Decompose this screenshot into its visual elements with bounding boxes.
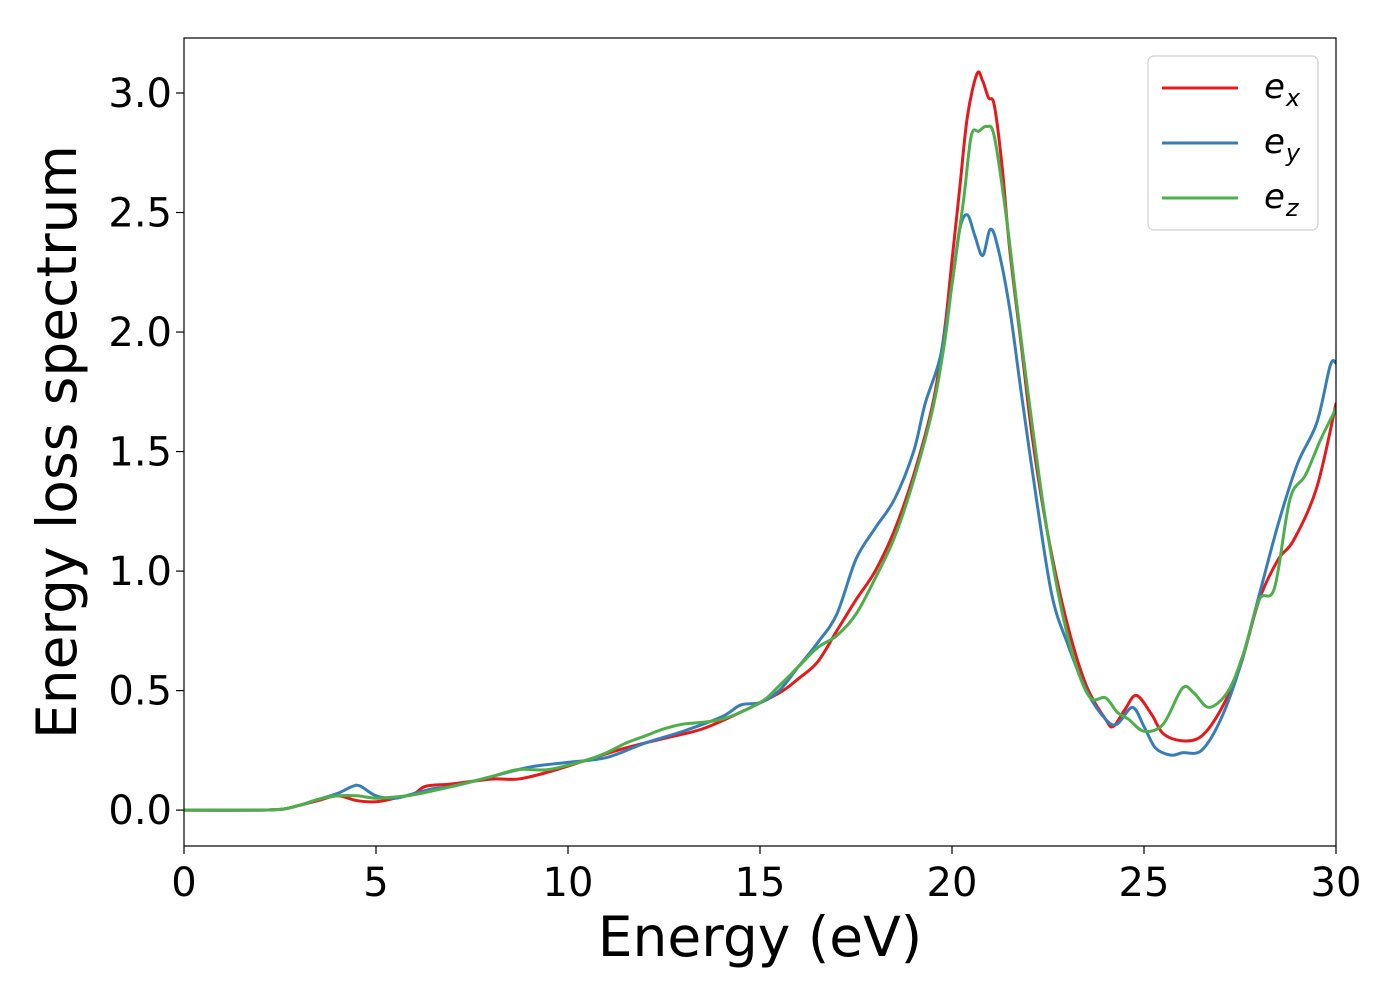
- y-tick-label: 0.5: [108, 669, 172, 715]
- y-axis-ticks: 0.0 0.5 1.0 1.5 2.0 2.5 3.0: [108, 71, 184, 834]
- x-tick-label: 0: [171, 860, 196, 906]
- series-layer: [184, 70, 1336, 812]
- x-axis-label: Energy (eV): [598, 905, 922, 969]
- plot-area: [183, 37, 1337, 847]
- y-tick-label: 1.0: [108, 549, 172, 595]
- x-tick-label: 5: [363, 860, 388, 906]
- x-tick-label: 30: [1311, 860, 1362, 906]
- x-tick-label: 25: [1119, 860, 1170, 906]
- series-line-e-z: [184, 124, 1336, 812]
- y-tick-label: 1.5: [108, 430, 172, 476]
- y-axis-label: Energy loss spectrum: [25, 145, 89, 739]
- y-tick-label: 2.0: [108, 310, 172, 356]
- x-axis-ticks: 0 5 10 15 20 25 30: [171, 846, 1361, 906]
- y-tick-label: 3.0: [108, 71, 172, 117]
- x-tick-label: 10: [543, 860, 594, 906]
- y-tick-label: 0.0: [108, 788, 172, 834]
- y-tick-label: 2.5: [108, 191, 172, 237]
- x-tick-label: 20: [927, 860, 978, 906]
- series-line-e-x: [184, 70, 1336, 812]
- x-tick-label: 15: [735, 860, 786, 906]
